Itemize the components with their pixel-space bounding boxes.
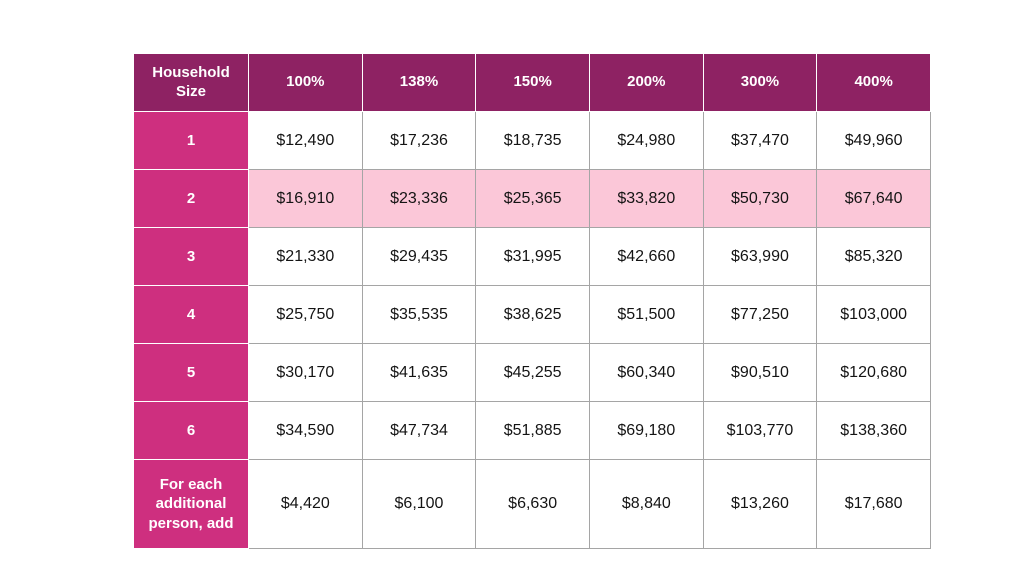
- table-cell: $138,360: [816, 401, 931, 460]
- table-cell: $120,680: [816, 343, 931, 402]
- table-row-2-highlighted: 2 $16,910 $23,336 $25,365 $33,820 $50,73…: [133, 169, 931, 228]
- table-cell: $103,770: [702, 401, 818, 460]
- table-cell: $41,635: [361, 343, 477, 402]
- table-row-3: 3 $21,330 $29,435 $31,995 $42,660 $63,99…: [133, 227, 931, 286]
- table-cell: $60,340: [588, 343, 704, 402]
- row-header: 5: [133, 343, 249, 402]
- table-cell: $38,625: [475, 285, 590, 344]
- table-cell: $30,170: [248, 343, 363, 402]
- table-cell: $45,255: [475, 343, 590, 402]
- row-header: 4: [133, 285, 249, 344]
- table-cell: $37,470: [702, 111, 818, 170]
- table-cell: $29,435: [361, 227, 477, 286]
- col-header-200pct: 200%: [588, 53, 704, 112]
- table-cell: $103,000: [816, 285, 931, 344]
- table-cell: $6,100: [361, 459, 477, 549]
- table-cell: $51,885: [475, 401, 590, 460]
- table-cell: $33,820: [588, 169, 704, 228]
- table-row-additional-person: For each additional person, add $4,420 $…: [133, 459, 931, 549]
- table-cell: $90,510: [702, 343, 818, 402]
- table-cell: $12,490: [248, 111, 363, 170]
- table-row-6: 6 $34,590 $47,734 $51,885 $69,180 $103,7…: [133, 401, 931, 460]
- table-cell: $23,336: [361, 169, 477, 228]
- table-cell: $35,535: [361, 285, 477, 344]
- row-header: 2: [133, 169, 249, 228]
- table-cell: $8,840: [588, 459, 704, 549]
- table-cell: $17,680: [816, 459, 931, 549]
- table-cell: $24,980: [588, 111, 704, 170]
- table-row-5: 5 $30,170 $41,635 $45,255 $60,340 $90,51…: [133, 343, 931, 402]
- row-header-additional-person: For each additional person, add: [133, 459, 249, 549]
- table-cell: $49,960: [816, 111, 931, 170]
- col-header-150pct: 150%: [475, 53, 590, 112]
- table-cell: $51,500: [588, 285, 704, 344]
- table-cell: $16,910: [248, 169, 363, 228]
- col-header-300pct: 300%: [702, 53, 818, 112]
- table-cell: $47,734: [361, 401, 477, 460]
- table-cell: $6,630: [475, 459, 590, 549]
- table-cell: $13,260: [702, 459, 818, 549]
- table-cell: $34,590: [248, 401, 363, 460]
- table-cell: $4,420: [248, 459, 363, 549]
- income-by-household-size-table: Household Size 100% 138% 150% 200% 300% …: [133, 53, 931, 549]
- table-cell: $50,730: [702, 169, 818, 228]
- row-header: 3: [133, 227, 249, 286]
- table-row-4: 4 $25,750 $35,535 $38,625 $51,500 $77,25…: [133, 285, 931, 344]
- row-header: 1: [133, 111, 249, 170]
- col-header-138pct: 138%: [361, 53, 477, 112]
- table-cell: $69,180: [588, 401, 704, 460]
- header-row: Household Size 100% 138% 150% 200% 300% …: [133, 53, 931, 112]
- table-cell: $31,995: [475, 227, 590, 286]
- table-cell: $21,330: [248, 227, 363, 286]
- table-cell: $63,990: [702, 227, 818, 286]
- row-header: 6: [133, 401, 249, 460]
- col-header-100pct: 100%: [248, 53, 363, 112]
- table-cell: $67,640: [816, 169, 931, 228]
- table-cell: $18,735: [475, 111, 590, 170]
- table-cell: $77,250: [702, 285, 818, 344]
- table-cell: $25,365: [475, 169, 590, 228]
- col-header-400pct: 400%: [816, 53, 931, 112]
- table-cell: $42,660: [588, 227, 704, 286]
- table-row-1: 1 $12,490 $17,236 $18,735 $24,980 $37,47…: [133, 111, 931, 170]
- table-cell: $17,236: [361, 111, 477, 170]
- table-cell: $25,750: [248, 285, 363, 344]
- col-header-household-size: Household Size: [133, 53, 249, 112]
- table-cell: $85,320: [816, 227, 931, 286]
